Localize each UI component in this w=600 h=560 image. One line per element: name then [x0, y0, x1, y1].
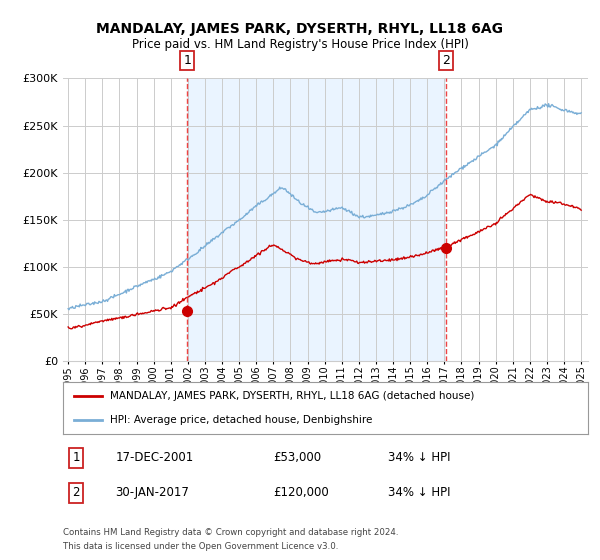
Text: £53,000: £53,000 — [273, 451, 321, 464]
Text: 2: 2 — [73, 486, 80, 500]
Text: MANDALAY, JAMES PARK, DYSERTH, RHYL, LL18 6AG (detached house): MANDALAY, JAMES PARK, DYSERTH, RHYL, LL1… — [110, 391, 475, 402]
Text: Contains HM Land Registry data © Crown copyright and database right 2024.: Contains HM Land Registry data © Crown c… — [63, 528, 398, 536]
Text: 2: 2 — [442, 54, 449, 67]
Text: 30-JAN-2017: 30-JAN-2017 — [115, 486, 190, 500]
Text: 34% ↓ HPI: 34% ↓ HPI — [389, 486, 451, 500]
Text: Price paid vs. HM Land Registry's House Price Index (HPI): Price paid vs. HM Land Registry's House … — [131, 38, 469, 51]
Bar — [187, 78, 446, 361]
Text: 1: 1 — [183, 54, 191, 67]
Text: £120,000: £120,000 — [273, 486, 329, 500]
Text: 1: 1 — [73, 451, 80, 464]
Text: This data is licensed under the Open Government Licence v3.0.: This data is licensed under the Open Gov… — [63, 542, 338, 550]
Text: 34% ↓ HPI: 34% ↓ HPI — [389, 451, 451, 464]
Text: MANDALAY, JAMES PARK, DYSERTH, RHYL, LL18 6AG: MANDALAY, JAMES PARK, DYSERTH, RHYL, LL1… — [97, 22, 503, 36]
Text: HPI: Average price, detached house, Denbighshire: HPI: Average price, detached house, Denb… — [110, 415, 373, 425]
Text: 17-DEC-2001: 17-DEC-2001 — [115, 451, 194, 464]
